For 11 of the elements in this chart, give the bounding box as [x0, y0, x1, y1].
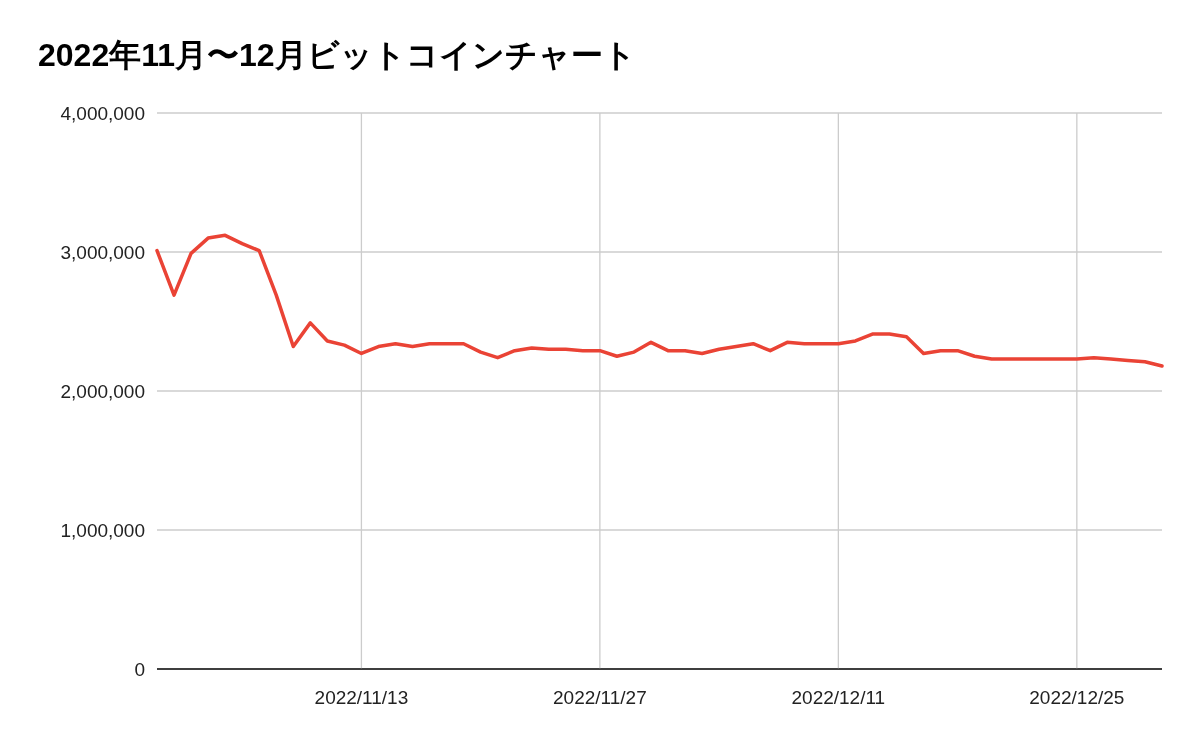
y-tick-label: 2,000,000: [60, 381, 145, 402]
x-tick-label: 2022/12/25: [1029, 687, 1125, 708]
x-tick-label: 2022/12/11: [791, 687, 886, 708]
line-series: [155, 233, 1164, 368]
x-tick-label: 2022/11/27: [553, 687, 647, 708]
x-tick-label: 2022/11/13: [314, 687, 409, 708]
y-tick-label: 3,000,000: [60, 242, 145, 263]
y-tick-label: 4,000,000: [60, 103, 145, 124]
y-tick-label: 1,000,000: [60, 520, 145, 541]
chart-title: 2022年11月〜12月ビットコインチャート: [38, 37, 636, 73]
y-tick-label: 0: [134, 659, 145, 680]
